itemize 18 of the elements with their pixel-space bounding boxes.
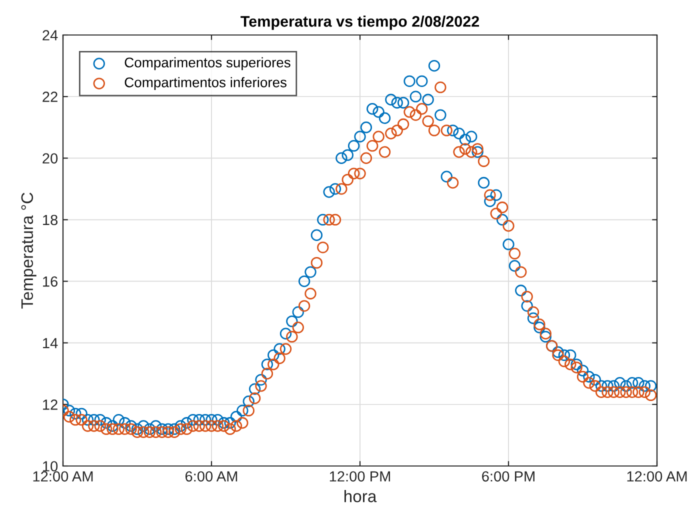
y-tick-label: 16	[43, 276, 58, 287]
x-tick-label: 12:00 PM	[330, 471, 390, 482]
chart-title: Temperatura vs tiempo 2/08/2022	[240, 16, 479, 30]
y-tick-label: 10	[43, 461, 58, 472]
y-tick-label: 22	[42, 92, 58, 102]
y-tick-label: 24	[42, 30, 58, 40]
x-axis-title: hora	[344, 490, 377, 502]
y-axis-title: Temperatura °C	[21, 192, 36, 309]
y-tick-label: 14	[43, 338, 58, 348]
legend-label: Compartimentos inferiores	[124, 77, 286, 90]
x-tick-label: 6:00 PM	[482, 471, 534, 482]
legend-label: Comparimentos superiores	[124, 57, 290, 70]
y-tick-label: 20	[42, 153, 58, 164]
x-tick-label: 12:00 AM	[627, 471, 687, 482]
y-tick-label: 18	[43, 214, 58, 226]
x-tick-label: 6:00 AM	[185, 471, 238, 482]
x-tick-label: 12:00 AM	[33, 471, 93, 482]
y-tick-label: 12	[43, 400, 58, 410]
